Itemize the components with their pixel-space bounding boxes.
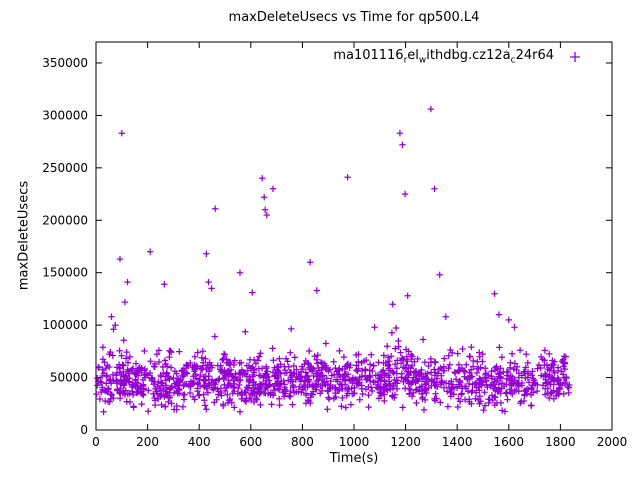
x-tick-label: 600 <box>239 435 262 449</box>
x-tick-label: 1200 <box>390 435 421 449</box>
x-tick-label: 200 <box>136 435 159 449</box>
x-tick-label: 2000 <box>597 435 628 449</box>
axis-tick-labels: 0 200 400 600 800 1000 1200 1400 1600 1800 2000 0 50… <box>42 56 627 449</box>
chart-title: maxDeleteUsecs vs Time for qp500.L4 <box>228 10 480 25</box>
scatter-points <box>93 105 573 415</box>
x-tick-label: 1800 <box>545 435 576 449</box>
y-tick-label: 100000 <box>42 318 88 332</box>
axis-ticks <box>95 42 613 431</box>
x-tick-label: 400 <box>188 435 211 449</box>
x-axis-label: Time(s) <box>329 451 379 466</box>
legend-marker-icon <box>570 51 580 62</box>
legend: ma101116relwithdbg.cz12ac24r64 <box>333 48 582 66</box>
x-tick-label: 1400 <box>442 435 473 449</box>
y-axis-label: maxDeleteUsecs <box>16 180 32 291</box>
legend-series-label: ma101116relwithdbg.cz12ac24r64 <box>333 48 554 66</box>
y-tick-label: 350000 <box>42 56 88 70</box>
y-tick-label: 0 <box>80 423 88 437</box>
y-tick-label: 300000 <box>42 108 88 122</box>
y-tick-label: 150000 <box>42 266 88 280</box>
y-tick-label: 250000 <box>42 161 88 175</box>
y-tick-label: 50000 <box>50 371 88 385</box>
x-tick-label: 0 <box>92 435 100 449</box>
x-tick-label: 800 <box>291 435 314 449</box>
y-tick-label: 200000 <box>42 213 88 227</box>
x-tick-label: 1000 <box>339 435 370 449</box>
x-tick-label: 1600 <box>494 435 525 449</box>
